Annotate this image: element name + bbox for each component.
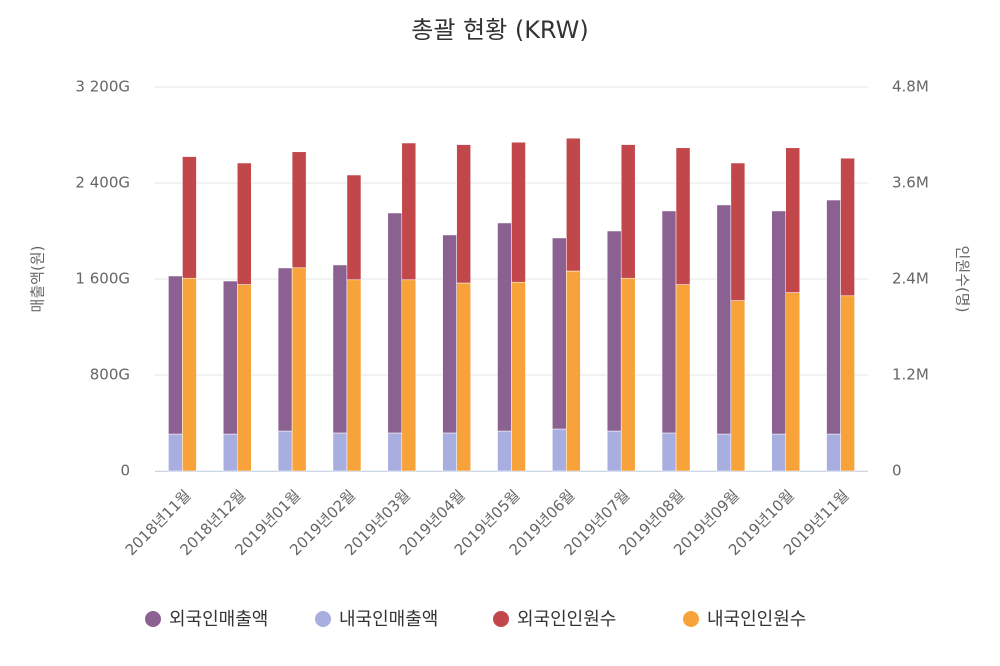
bar — [237, 284, 252, 472]
bar — [566, 137, 581, 272]
y2-axis-title: 인원수(명) — [954, 246, 972, 313]
bar — [456, 282, 471, 472]
y2-tick-label: 0 — [892, 462, 902, 480]
legend-label[interactable]: 내국인매출액 — [339, 609, 438, 630]
bar — [223, 280, 238, 435]
bar — [291, 151, 307, 269]
bar — [401, 142, 417, 281]
legend-label[interactable]: 외국인매출액 — [169, 609, 268, 630]
bar — [291, 267, 307, 472]
bar — [552, 237, 567, 430]
bar — [620, 277, 636, 472]
y-tick-label: 0 — [120, 462, 130, 480]
legend-marker — [683, 611, 699, 627]
bar — [661, 210, 677, 434]
bar — [511, 141, 526, 283]
bar — [223, 433, 238, 472]
bar — [785, 147, 800, 293]
bar — [785, 292, 800, 472]
bar — [442, 234, 457, 434]
bar — [552, 428, 567, 472]
bar — [332, 432, 348, 472]
bar — [675, 284, 691, 472]
legend-label[interactable]: 내국인인원수 — [707, 609, 806, 630]
y2-tick-label: 3.6M — [892, 174, 929, 192]
bar — [511, 281, 526, 472]
bar — [730, 300, 746, 472]
y-tick-label: 1 600G — [75, 270, 130, 288]
bar — [237, 162, 252, 285]
legend-marker — [315, 611, 331, 627]
bar — [620, 144, 636, 279]
legend-marker — [145, 611, 161, 627]
bar — [716, 433, 732, 472]
y2-tick-label: 4.8M — [892, 78, 929, 96]
bar — [277, 267, 293, 432]
bar — [456, 144, 471, 284]
bar — [826, 433, 841, 472]
bar — [182, 277, 197, 472]
bar — [277, 430, 293, 472]
bar — [168, 433, 183, 472]
bar — [497, 430, 512, 472]
bar — [168, 275, 183, 435]
y-tick-label: 800G — [90, 366, 130, 384]
bar — [771, 210, 786, 435]
legend-label[interactable]: 외국인인원수 — [517, 609, 616, 630]
y-axis-title: 매출액(원) — [29, 246, 47, 313]
bar — [661, 432, 677, 472]
bar — [730, 162, 746, 301]
bar — [346, 279, 362, 472]
bar — [442, 432, 457, 472]
bar — [771, 433, 786, 472]
bar — [840, 157, 855, 297]
bar — [182, 156, 197, 279]
bar — [606, 230, 622, 432]
bar — [497, 222, 512, 432]
legend-marker — [493, 611, 509, 627]
bar — [675, 147, 691, 285]
chart-title: 총괄 현황 (KRW) — [411, 16, 588, 44]
y2-tick-label: 1.2M — [892, 366, 929, 384]
bar — [566, 270, 581, 472]
bar — [387, 212, 403, 434]
bar — [346, 174, 362, 281]
bar — [840, 295, 855, 472]
y-tick-label: 2 400G — [75, 174, 130, 192]
bar — [826, 199, 841, 435]
bar — [606, 430, 622, 472]
bar — [716, 204, 732, 435]
y-tick-label: 3 200G — [75, 78, 130, 96]
bar — [332, 264, 348, 434]
bar — [387, 432, 403, 472]
bar — [401, 279, 417, 472]
y2-tick-label: 2.4M — [892, 270, 929, 288]
